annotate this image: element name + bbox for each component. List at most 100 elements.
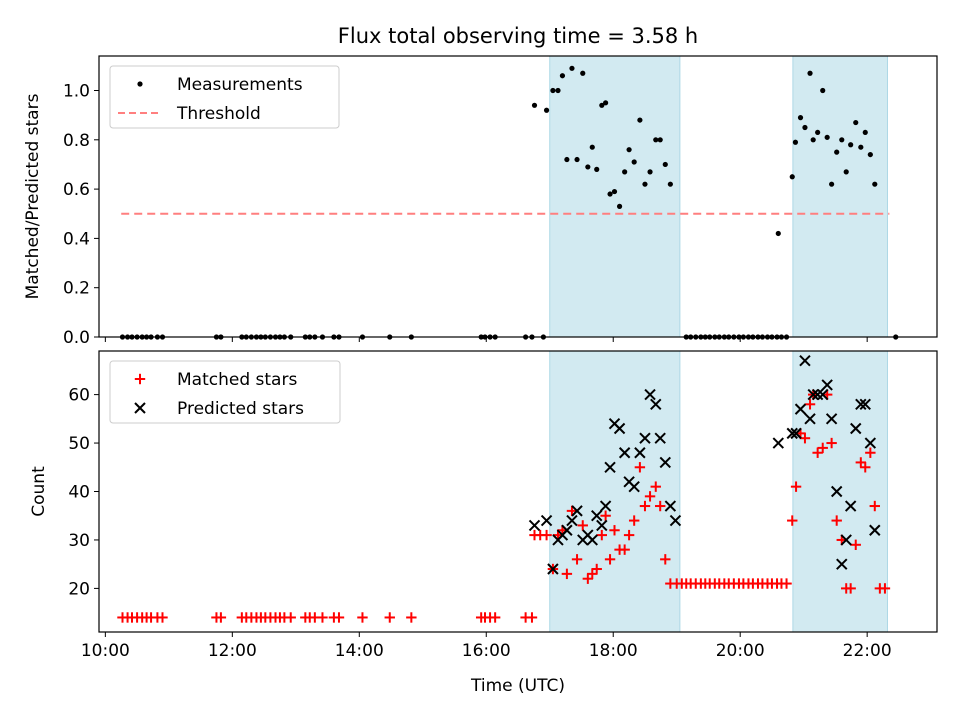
count-points	[117, 354, 891, 623]
marker-stroke	[540, 514, 553, 527]
marker-stroke	[864, 437, 877, 449]
y-tick-label: 50	[68, 434, 90, 454]
predicted-star-point	[604, 461, 616, 473]
y-tick-label: 20	[68, 579, 90, 599]
x-tick-label: 12:00	[208, 641, 257, 661]
predicted-star-point	[599, 500, 612, 512]
predicted-star-point	[664, 500, 677, 512]
measurement-point	[653, 137, 659, 143]
predicted-star-point	[794, 403, 807, 415]
matched-star-point	[812, 447, 823, 458]
observing-window-band	[792, 350, 888, 633]
count-panel: 20 30 40 50 60 10:00 12:00 14:00 16:00 18:00 20:0…	[29, 350, 938, 696]
marker-stroke	[628, 480, 640, 493]
legend-threshold-label: Threshold	[176, 104, 261, 124]
marker-stroke	[596, 519, 608, 532]
measurement-point	[810, 137, 816, 143]
predicted-star-point	[566, 514, 578, 527]
marker-stroke	[859, 398, 871, 411]
ratio-panel-frame	[98, 55, 938, 338]
matched-star-point	[644, 491, 656, 502]
legend-plus-glyph	[134, 373, 146, 385]
measurement-point	[662, 161, 668, 168]
x-tick-label: 22:00	[843, 641, 892, 661]
matched-star-point	[850, 539, 861, 550]
matched-star-point	[845, 583, 856, 594]
measurement-point	[550, 87, 556, 94]
predicted-star-point	[855, 398, 867, 411]
observing-window-band	[549, 350, 681, 633]
matched-star-point	[634, 462, 646, 473]
predicted-star-point	[561, 524, 573, 536]
marker-stroke	[604, 461, 616, 473]
matched-star-point	[790, 481, 802, 492]
matched-star-point	[357, 612, 368, 623]
count-legend-box	[109, 360, 341, 424]
measurement-point	[824, 134, 830, 140]
predicted-star-point	[540, 514, 553, 527]
matched-star-point	[526, 612, 538, 623]
predicted-star-point	[817, 388, 829, 401]
matched-star-point	[826, 437, 837, 449]
ratio-legend-box	[109, 65, 340, 129]
x-tick-label: 20:00	[716, 641, 765, 661]
marker-stroke	[650, 398, 662, 411]
marker-stroke	[547, 563, 559, 575]
matched-star-point	[660, 554, 671, 565]
measurement-point	[647, 169, 653, 175]
predicted-star-point	[807, 388, 819, 401]
matched-star-point	[860, 462, 871, 473]
count-y-axis-label: Count	[29, 466, 49, 517]
chart-title: Flux total observing time = 3.58 h	[338, 24, 698, 48]
predicted-star-point	[591, 510, 603, 522]
matched-star-point	[817, 442, 828, 454]
measurement-point	[820, 87, 826, 94]
ratio-x-axis	[104, 337, 868, 342]
marker-stroke	[821, 379, 833, 391]
measurement-point	[611, 188, 618, 195]
measurement-point	[815, 129, 821, 136]
marker-stroke	[869, 524, 881, 536]
matched-star-point	[804, 399, 816, 410]
marker-stroke	[586, 534, 598, 546]
predicted-star-point	[639, 432, 651, 444]
observing-window-band	[792, 55, 888, 338]
matched-star-point	[215, 612, 227, 623]
measurement-point	[626, 147, 632, 153]
measurement-point	[642, 181, 648, 187]
predicted-star-point	[859, 398, 871, 411]
matched-star-point	[571, 554, 583, 565]
measurement-point	[807, 70, 813, 76]
predicted-star-point	[790, 427, 802, 440]
predicted-star-point	[618, 447, 631, 459]
measurement-point	[789, 174, 795, 180]
measurement-point	[775, 230, 781, 237]
legend-matched-marker	[134, 373, 146, 385]
marker-stroke	[561, 524, 573, 536]
measurement-point	[792, 139, 799, 145]
predicted-star-point	[586, 534, 598, 546]
predicted-star-point	[850, 422, 862, 435]
measurement-point	[622, 169, 628, 175]
matched-star-point	[317, 612, 328, 623]
marker-stroke	[566, 514, 578, 527]
marker-stroke	[836, 558, 848, 570]
marker-stroke	[528, 519, 541, 532]
y-tick-label: 0.6	[63, 180, 90, 200]
count-legend: Matched stars Predicted stars	[109, 360, 341, 424]
measurement-point	[574, 156, 580, 163]
marker-stroke	[644, 388, 656, 401]
marker-stroke	[855, 398, 867, 411]
matched-star-point	[600, 510, 611, 521]
y-tick-label: 30	[68, 531, 90, 551]
measurement-point	[631, 159, 637, 165]
marker-stroke	[830, 485, 843, 498]
count-y-axis: 20 30 40 50 60	[68, 386, 99, 599]
ratio-y-axis: 0.0 0.2 0.4 0.6 0.8 1.0	[63, 82, 99, 348]
matched-star-point	[541, 529, 552, 541]
y-tick-label: 60	[68, 386, 90, 406]
marker-stroke	[850, 422, 862, 435]
time-x-axis: 10:00 12:00 14:00 16:00 18:00 20:00 22:00	[81, 632, 892, 661]
measurement-point	[543, 107, 550, 113]
predicted-star-point	[821, 379, 833, 391]
